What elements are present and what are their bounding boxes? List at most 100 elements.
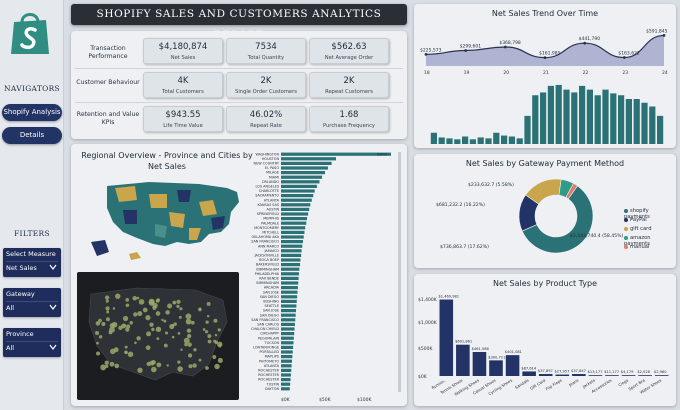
donut-label: $736,863.7 (17.62%)	[440, 244, 489, 250]
kpi-card-net-sales[interactable]: $4,180,874 Net Sales	[143, 38, 223, 64]
kpi-card-repeat-rate[interactable]: 46.02% Repeat Rate	[226, 106, 306, 132]
legend-manual[interactable]: manual	[624, 244, 649, 250]
city-label: ROCHESTER	[258, 378, 279, 382]
product-bar-label: $1,469,981	[439, 295, 460, 299]
city-bar	[281, 217, 308, 221]
province-filter[interactable]: Province All	[3, 328, 61, 357]
city-bar	[281, 230, 305, 234]
chevron-down-icon[interactable]	[49, 343, 57, 351]
city-bubble-map[interactable]	[77, 272, 239, 400]
gateway-filter[interactable]: Gateway All	[3, 288, 61, 317]
trend-volume-bar	[516, 138, 523, 144]
trend-volume-bar	[540, 92, 547, 144]
city-bubble	[205, 320, 209, 324]
nav-shopify-analysis-button[interactable]: Shopify Analysis	[2, 104, 62, 121]
product-bar	[522, 371, 536, 376]
kpi-card-total-customers[interactable]: 4K Total Customers	[143, 72, 223, 98]
legend-dot	[624, 217, 628, 222]
city-bubble	[178, 315, 182, 319]
city-bubble	[142, 307, 148, 313]
filter-title: Gateway	[6, 290, 35, 298]
regional-overview-panel: Regional Overview - Province and Cities …	[71, 144, 407, 406]
kpi-value: $4,180,874	[158, 42, 208, 52]
city-label: EL PASO	[265, 166, 279, 170]
city-label: AUSTIN	[266, 208, 279, 212]
nav-details-button[interactable]: Details	[2, 127, 62, 144]
filter-value[interactable]: All	[6, 301, 58, 313]
city-chart-scrollbar[interactable]	[398, 152, 401, 392]
legend-gift-card[interactable]: gift card	[624, 226, 652, 232]
city-label: CHARLOTTE	[259, 189, 279, 193]
city-bar	[281, 157, 336, 161]
product-bar	[489, 360, 503, 376]
product-bar-chart[interactable]: $1,400K $1,000K $500K $0K $1,469,981Runn…	[416, 290, 674, 404]
city-bubble	[104, 360, 110, 366]
city-bubble	[163, 343, 168, 348]
city-bar	[281, 267, 300, 271]
product-bar-label: $87,614	[521, 366, 537, 370]
gateway-payment-panel: Net Sales by Gateway Payment Method $233…	[414, 154, 676, 268]
chevron-down-icon[interactable]	[49, 263, 57, 271]
city-bar	[281, 355, 293, 359]
city-bar	[281, 345, 294, 349]
kpi-value: $943.55	[165, 110, 201, 120]
city-label: ANN MARCO	[258, 244, 279, 248]
city-bar	[281, 350, 293, 354]
filter-title: Province	[6, 330, 34, 338]
city-label: SAN FRANCISCO	[251, 318, 279, 322]
city-bubble	[177, 366, 183, 372]
city-bubble	[206, 314, 210, 318]
product-category-label: Clogs	[617, 378, 629, 388]
chevron-down-icon[interactable]	[49, 303, 57, 311]
city-bubble	[136, 336, 141, 341]
trend-volume-bar	[524, 115, 531, 144]
legend-amazon-payments[interactable]: amazon payments	[624, 235, 676, 247]
city-axis-tick: $100K	[357, 397, 372, 403]
city-bubble	[187, 333, 192, 339]
trend-chart[interactable]: $225,573 $299,601 $368,798 $161,985 $441…	[420, 20, 670, 146]
product-bar-label: $27,957	[555, 370, 570, 374]
city-bubble	[184, 342, 188, 347]
product-category-label: Flip Flops	[545, 378, 563, 392]
city-bar	[281, 299, 297, 303]
trend-x-tick: 20	[503, 70, 509, 76]
kpi-card-life-time-value[interactable]: $943.55 Life Time Value	[143, 106, 223, 132]
city-bubble	[96, 341, 99, 345]
legend-shopify-payments[interactable]: shopify payments	[624, 208, 676, 220]
filter-value[interactable]: Net Sales	[6, 261, 58, 273]
trend-volume-bar	[462, 136, 469, 144]
select-measure-filter[interactable]: Select Measure Net Sales	[3, 248, 61, 277]
city-label: PALMDALE	[261, 221, 279, 225]
trend-x-tick: 22	[583, 70, 589, 76]
kpi-card-repeat-customers[interactable]: 2K Repeat Customers	[309, 72, 389, 98]
city-label: SAN JOSE	[263, 290, 279, 294]
filter-value[interactable]: All	[6, 341, 58, 353]
product-title: Net Sales by Product Type	[492, 279, 598, 288]
kpi-caption: Repeat Customers	[325, 89, 373, 95]
city-bar	[281, 207, 310, 211]
kpi-caption: Purchase Frequency	[322, 123, 375, 129]
city-bar	[281, 322, 295, 326]
us-province-map[interactable]	[89, 172, 249, 264]
city-bar	[281, 249, 302, 253]
city-label: MILAGE	[266, 171, 279, 175]
city-bubble	[125, 303, 130, 308]
trend-volume-bar	[532, 95, 539, 144]
kpi-card-total-quantity[interactable]: 7534 Total Quantity	[226, 38, 306, 64]
city-bubble	[205, 366, 209, 370]
gateway-donut-chart[interactable]: $233,632.7 (5.58%) $681,232.2 (16.22%) $…	[416, 170, 674, 266]
product-y-tick: $0K	[418, 374, 428, 380]
city-bar	[281, 368, 292, 372]
product-bar-label: $37,847	[571, 369, 586, 373]
kpi-card-purchase-frequency[interactable]: 1.68 Purchase Frequency	[309, 106, 389, 132]
kpi-divider	[75, 102, 403, 103]
kpi-caption: Single Order Customers	[235, 89, 297, 95]
city-label: PORTALLED	[260, 350, 280, 354]
trend-point-label: $161,985	[539, 51, 561, 57]
city-bar	[281, 226, 306, 230]
trend-point-label: $225,573	[420, 47, 442, 53]
kpi-card-net-average-order[interactable]: $562.63 Net Average Order	[309, 38, 389, 64]
legend-paypal[interactable]: PayPal	[624, 217, 647, 223]
kpi-card-single-order-customers[interactable]: 2K Single Order Customers	[226, 72, 306, 98]
